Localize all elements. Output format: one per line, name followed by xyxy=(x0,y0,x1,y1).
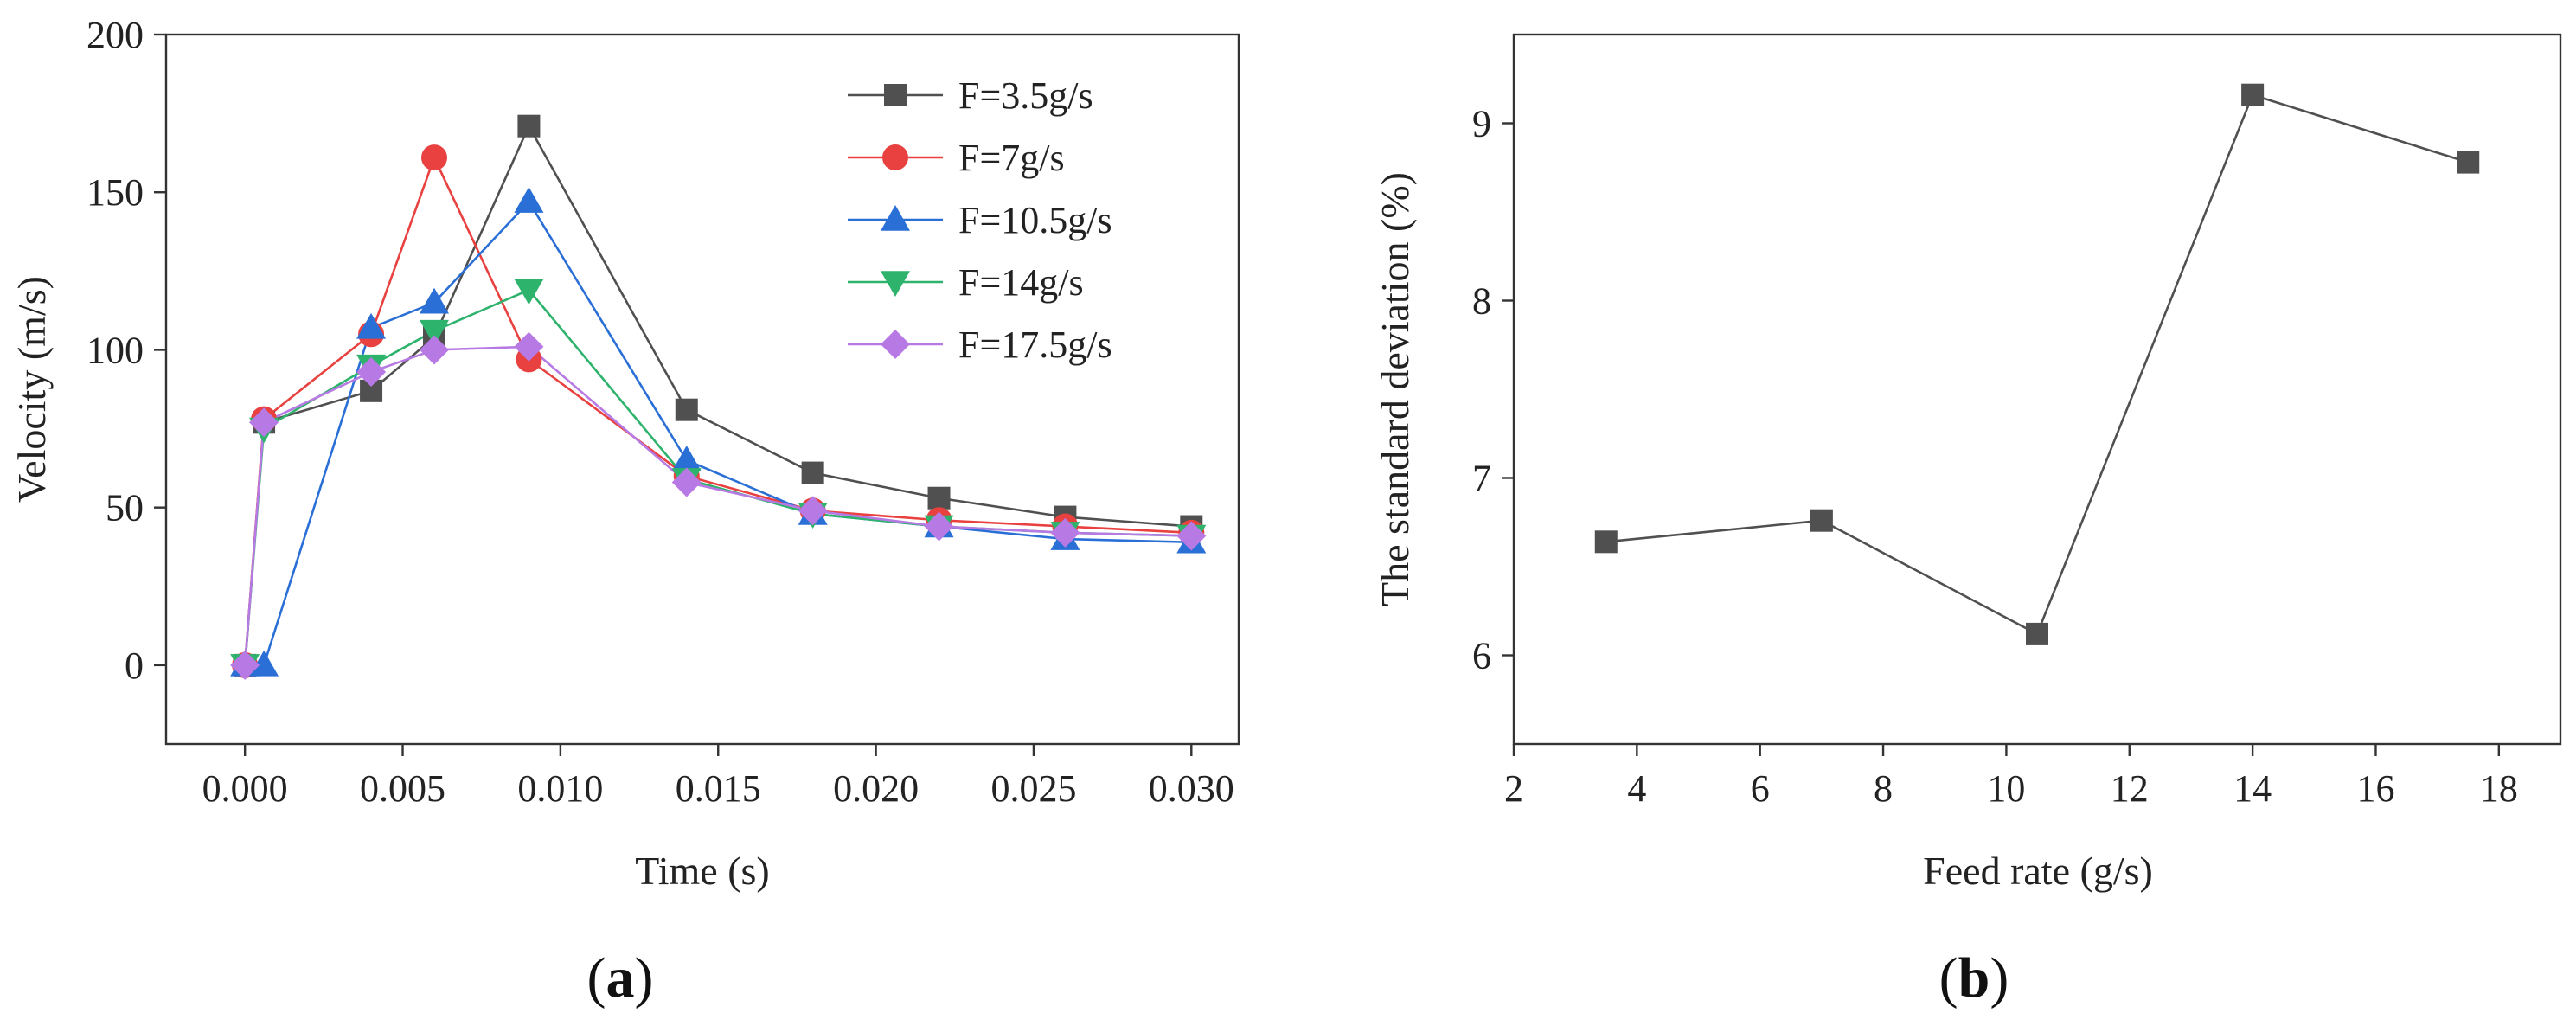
x-tick-label: 0.010 xyxy=(517,767,603,810)
data-point-3 xyxy=(671,446,702,471)
y-tick-label: 50 xyxy=(106,487,144,529)
data-point-5 xyxy=(420,335,449,365)
x-tick-label: 0.020 xyxy=(833,767,919,810)
y-axis-title-b: The standard deviation (%) xyxy=(1373,172,1417,606)
x-tick-label: 16 xyxy=(2356,767,2394,810)
series-line-1 xyxy=(243,123,1192,665)
panel-letter-a: a xyxy=(606,946,635,1010)
series-line-2 xyxy=(243,154,1192,665)
data-point-1 xyxy=(927,486,951,510)
x-tick-label: 10 xyxy=(1987,767,2025,810)
y-tick-label: 6 xyxy=(1472,635,1491,677)
data-point-1 xyxy=(1594,530,1618,554)
legend-label-2: F=7g/s xyxy=(958,137,1065,179)
legend-a: F=3.5g/s F=7g/s F=10.5g/s F=14g/s F=17.5g/s xyxy=(848,74,1112,366)
y-tick-label: 8 xyxy=(1472,280,1491,323)
data-point-1 xyxy=(517,114,541,138)
x-tick-label: 8 xyxy=(1874,767,1893,810)
series-line-3 xyxy=(245,200,1192,667)
data-point-1 xyxy=(1810,509,1833,532)
data-point-5 xyxy=(798,496,828,526)
y-axis-b: 6 7 8 9 xyxy=(1472,103,1514,677)
y-tick-label: 100 xyxy=(87,329,144,371)
y-tick-label: 9 xyxy=(1472,103,1491,145)
x-axis-title-a: Time (s) xyxy=(635,849,770,893)
x-axis-title-b: Feed rate (g/s) xyxy=(1923,849,2153,893)
data-point-4 xyxy=(420,319,449,346)
series-line-1 xyxy=(1605,93,2469,636)
y-axis-title-a: Velocity (m/s) xyxy=(10,276,54,503)
y-axis-a: 0 50 100 150 200 xyxy=(87,14,166,687)
data-point-1 xyxy=(2457,151,2480,174)
legend-marker-5 xyxy=(881,330,910,359)
x-tick-label: 0.025 xyxy=(990,767,1076,810)
x-tick-label: 6 xyxy=(1751,767,1770,810)
data-point-3 xyxy=(249,650,279,677)
panel-label-b: (b) xyxy=(1939,946,2009,1010)
data-point-3 xyxy=(356,312,387,339)
data-point-4 xyxy=(514,279,544,305)
legend-label-1: F=3.5g/s xyxy=(958,74,1093,117)
series-line-5 xyxy=(243,345,1192,665)
x-axis-b: 2 4 6 8 10 12 14 16 18 xyxy=(1504,744,2518,810)
data-point-5 xyxy=(671,467,702,497)
legend-label-3: F=10.5g/s xyxy=(958,199,1112,241)
x-tick-label: 4 xyxy=(1627,767,1646,810)
data-point-5 xyxy=(230,650,260,680)
data-point-3 xyxy=(420,287,449,314)
y-tick-label: 200 xyxy=(87,14,144,56)
x-tick-label: 12 xyxy=(2111,767,2149,810)
legend-label-5: F=17.5g/s xyxy=(958,324,1112,366)
x-tick-label: 0.000 xyxy=(202,767,288,810)
chart-panel-b: 2 4 6 8 10 12 14 16 18 6 7 8 9 Feed rate (g/s) The … xyxy=(1373,33,2562,1010)
data-point-1 xyxy=(2241,83,2265,106)
x-axis-a: 0.000 0.005 0.010 0.015 0.020 0.025 0.030 xyxy=(202,744,1234,810)
legend-marker-3 xyxy=(881,205,910,231)
chart-panel-a: 0.000 0.005 0.010 0.015 0.020 0.025 0.030 0 50 1… xyxy=(10,14,1240,1010)
data-point-2 xyxy=(421,144,447,171)
x-tick-label: 0.030 xyxy=(1149,767,1234,810)
series-group-a xyxy=(230,114,1207,680)
data-point-5 xyxy=(1176,521,1207,551)
x-tick-label: 18 xyxy=(2480,767,2518,810)
data-point-5 xyxy=(249,407,279,438)
plot-frame-a xyxy=(164,33,1240,746)
data-point-3 xyxy=(514,187,544,213)
legend-label-4: F=14g/s xyxy=(958,261,1084,304)
data-point-1 xyxy=(801,461,824,484)
plot-frame-b xyxy=(1512,33,2562,746)
y-tick-label: 150 xyxy=(87,171,144,214)
y-tick-label: 7 xyxy=(1472,458,1491,500)
legend-marker-2 xyxy=(882,144,908,170)
legend-marker-1 xyxy=(884,84,907,106)
data-point-5 xyxy=(514,331,544,362)
data-point-5 xyxy=(356,356,387,387)
data-point-5 xyxy=(924,511,954,542)
x-tick-label: 2 xyxy=(1504,767,1523,810)
data-point-1 xyxy=(675,398,698,421)
x-tick-label: 0.015 xyxy=(676,767,761,810)
x-tick-label: 14 xyxy=(2233,767,2272,810)
series-group-b xyxy=(1594,83,2480,645)
data-point-1 xyxy=(2026,622,2048,645)
data-point-5 xyxy=(1050,517,1080,548)
panel-label-a: (a) xyxy=(587,946,654,1010)
x-tick-label: 0.005 xyxy=(360,767,445,810)
y-tick-label: 0 xyxy=(125,644,144,687)
panel-letter-b: b xyxy=(1958,946,1990,1010)
legend-marker-4 xyxy=(881,271,910,297)
